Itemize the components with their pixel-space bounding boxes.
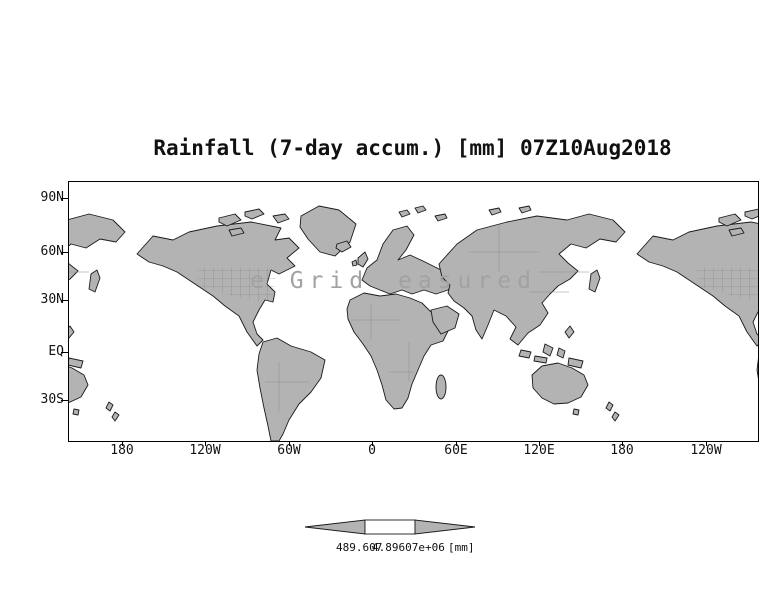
world-landmasses-wrap-west	[69, 205, 126, 441]
colorbar-label-min: 489.607	[336, 541, 383, 554]
lat-label-30n: 30N	[40, 292, 64, 307]
chart-title: Rainfall (7-day accum.) [mm] 07Z10Aug201…	[153, 136, 672, 160]
lat-label-90n: 90N	[40, 190, 64, 205]
world-landmasses-wrap-east	[636, 205, 758, 441]
lon-label-180w: 180	[110, 443, 134, 458]
lat-label-eq: EQ	[48, 344, 64, 359]
lon-tick	[539, 441, 540, 446]
lon-tick	[289, 441, 290, 446]
lon-label-0: 0	[368, 443, 376, 458]
colorbar	[304, 519, 476, 535]
watermark-text-fragment-2: easured	[398, 268, 537, 294]
lon-label-120w-2: 120W	[690, 443, 722, 458]
colorbar-left-arrow	[304, 519, 366, 535]
lon-tick	[456, 441, 457, 446]
lon-tick	[122, 441, 123, 446]
world-landmasses	[136, 205, 626, 441]
colorbar-right-arrow	[414, 519, 476, 535]
lon-tick	[622, 441, 623, 446]
lat-tick	[61, 300, 68, 301]
lon-tick	[205, 441, 206, 446]
lon-label-180e: 180	[610, 443, 634, 458]
lat-tick	[61, 198, 68, 199]
world-map	[68, 181, 759, 442]
lon-label-60w: 60W	[277, 443, 301, 458]
world-map-svg	[69, 205, 758, 441]
lat-label-30s: 30S	[40, 392, 64, 407]
lon-tick	[706, 441, 707, 446]
lat-tick	[61, 400, 68, 401]
colorbar-middle-segment	[364, 519, 416, 535]
lat-tick	[61, 352, 68, 353]
lon-label-120w: 120W	[189, 443, 221, 458]
colorbar-unit-label: [mm]	[448, 541, 475, 554]
lon-tick	[372, 441, 373, 446]
lat-tick	[61, 252, 68, 253]
lon-label-60e: 60E	[444, 443, 468, 458]
lat-label-60n: 60N	[40, 244, 64, 259]
colorbar-label-max: 4.89607e+06	[372, 541, 445, 554]
lon-label-120e: 120E	[523, 443, 555, 458]
watermark-text-fragment-1: e Grid	[250, 268, 370, 294]
